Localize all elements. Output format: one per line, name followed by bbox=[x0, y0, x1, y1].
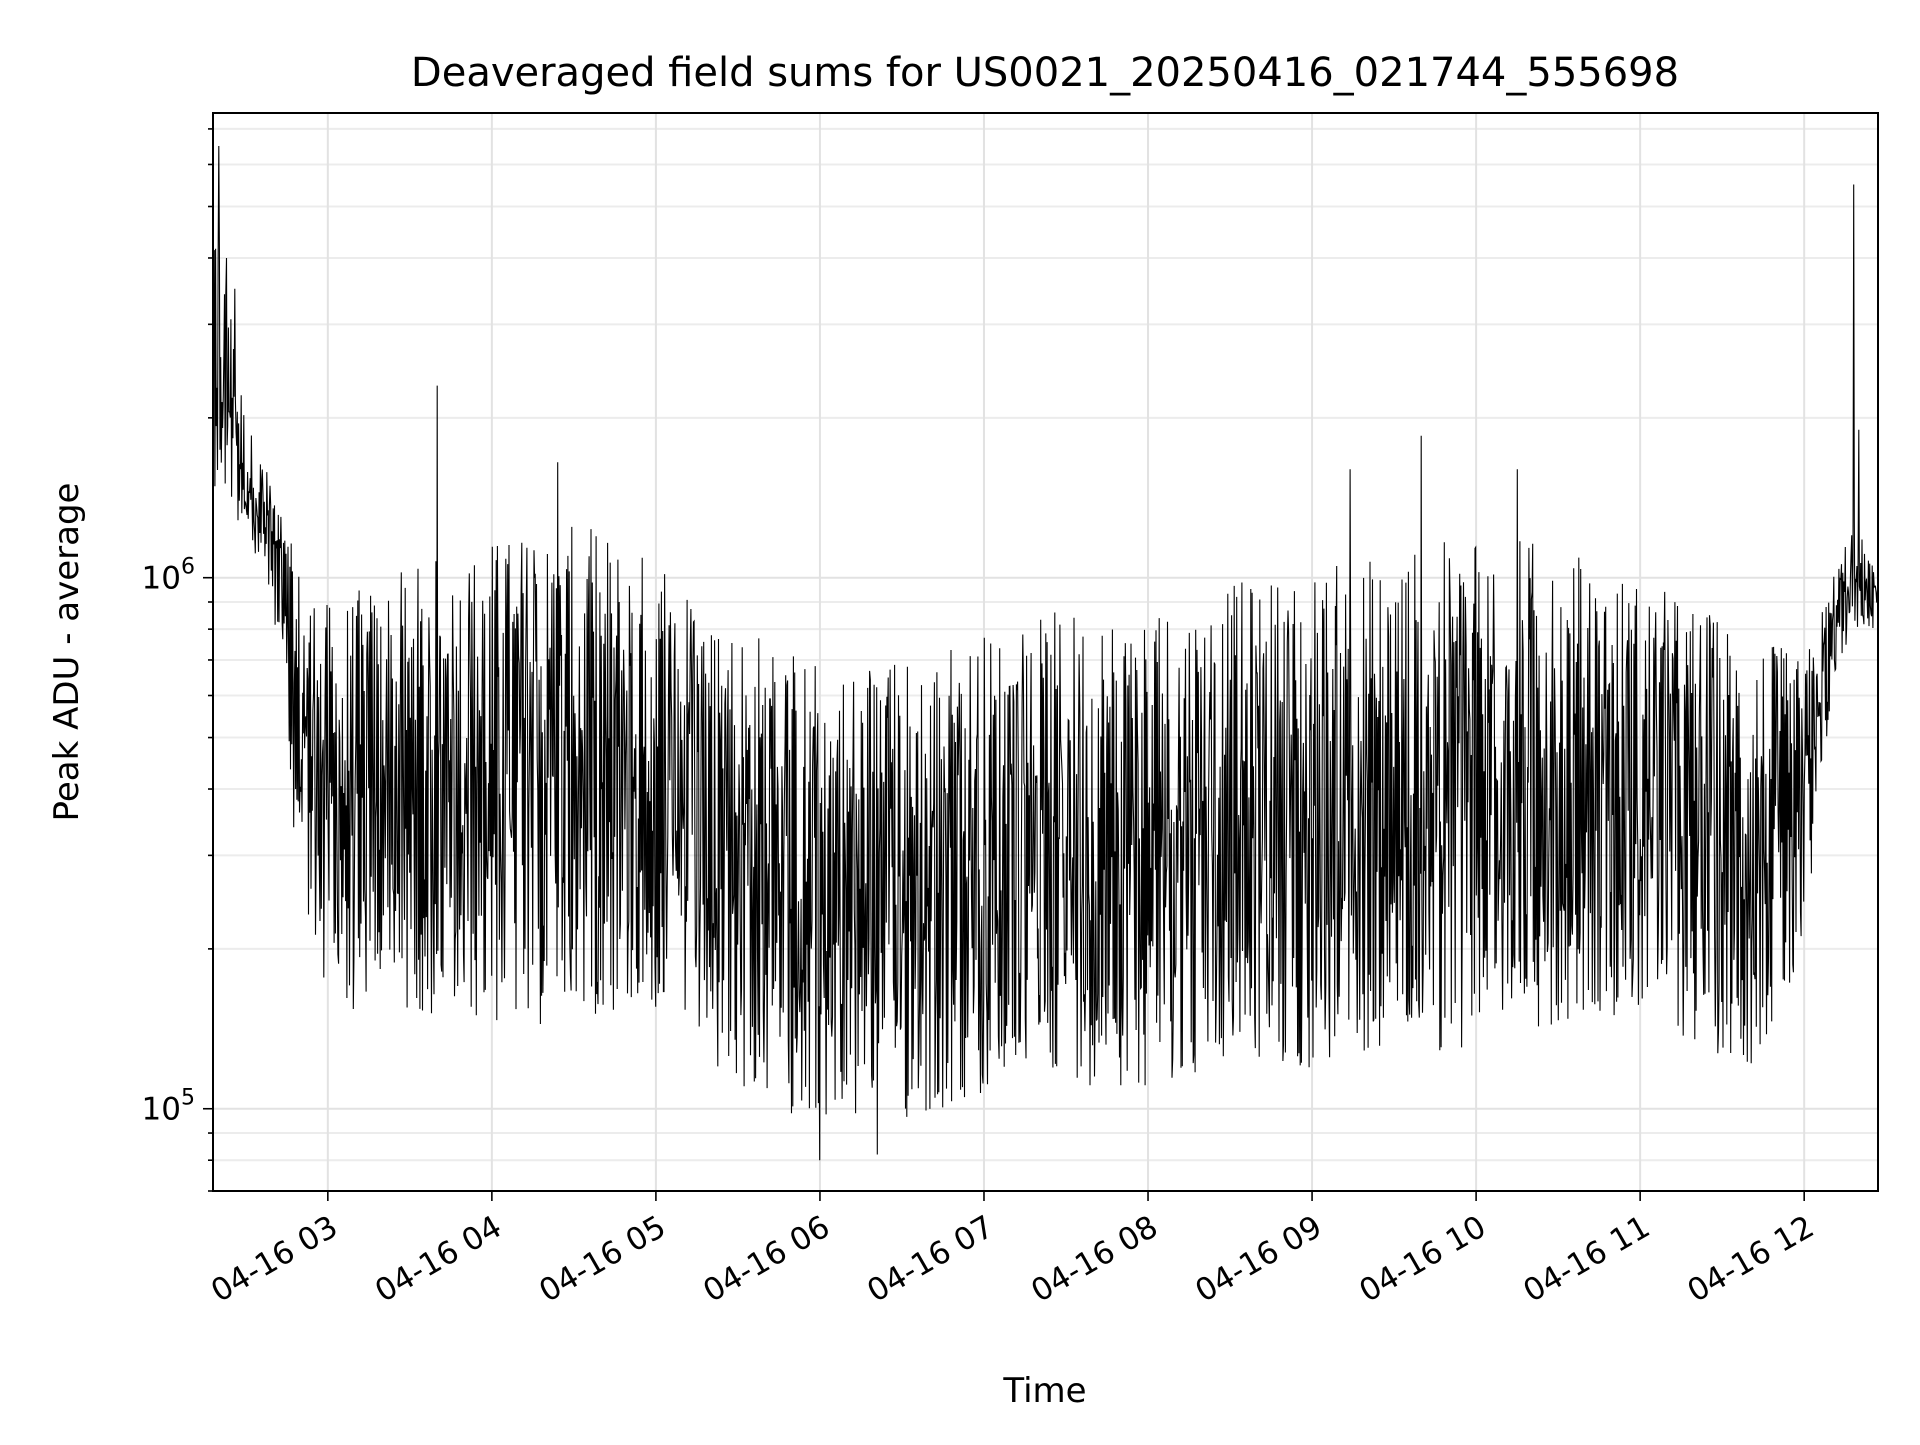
y-tick-base: 10 bbox=[142, 1092, 181, 1128]
y-tick-exponent: 6 bbox=[181, 555, 195, 580]
y-tick-label: 105 bbox=[142, 1086, 195, 1128]
x-tick-label: 04-16 10 bbox=[1353, 1209, 1492, 1310]
x-tick-label: 04-16 09 bbox=[1189, 1209, 1328, 1310]
y-tick-exponent: 5 bbox=[181, 1086, 195, 1111]
x-tick-label: 04-16 08 bbox=[1025, 1209, 1164, 1310]
series-layer bbox=[212, 145, 1879, 1161]
x-axis-label: Time bbox=[1002, 1371, 1086, 1411]
x-tick-label: 04-16 04 bbox=[369, 1209, 508, 1310]
x-tick-label: 04-16 06 bbox=[697, 1209, 836, 1310]
x-tick-label: 04-16 03 bbox=[205, 1209, 344, 1310]
x-tick-label: 04-16 12 bbox=[1681, 1209, 1820, 1310]
chart-title: Deaveraged field sums for US0021_2025041… bbox=[411, 50, 1679, 96]
series-line bbox=[212, 145, 1879, 1161]
plot-frame bbox=[212, 112, 1879, 1192]
y-axis-label: Peak ADU - average bbox=[47, 483, 87, 822]
y-tick-label: 106 bbox=[142, 555, 195, 597]
y-tick-base: 10 bbox=[142, 561, 181, 597]
x-tick-label: 04-16 11 bbox=[1517, 1209, 1656, 1310]
x-tick-label: 04-16 05 bbox=[533, 1209, 672, 1310]
x-tick-label: 04-16 07 bbox=[861, 1209, 1000, 1310]
